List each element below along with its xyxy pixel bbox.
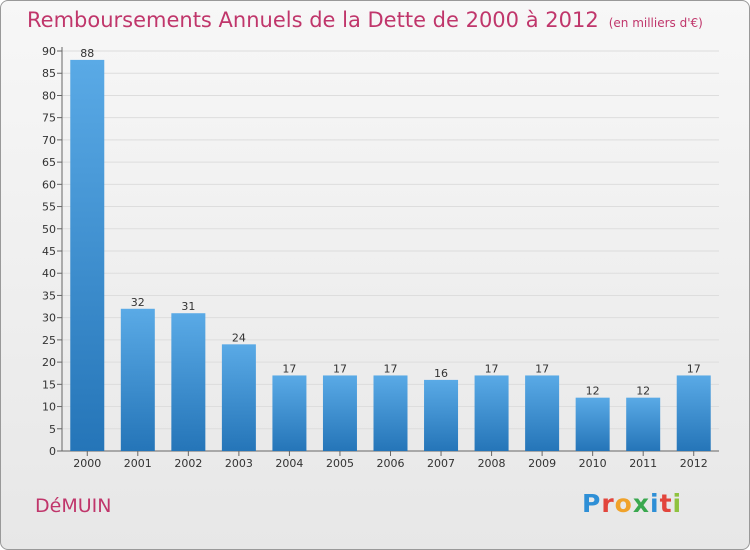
y-tick-label: 85	[42, 67, 56, 80]
x-tick-label: 2003	[225, 457, 253, 470]
bar	[373, 375, 408, 451]
bar	[424, 379, 459, 451]
bar	[575, 397, 610, 451]
y-tick-label: 10	[42, 401, 56, 414]
y-tick-label: 80	[42, 89, 56, 102]
title-text: Remboursements Annuels de la Dette de 20…	[27, 8, 599, 32]
y-tick-label: 35	[42, 289, 56, 302]
bar	[525, 375, 560, 451]
data-label: 17	[687, 362, 701, 375]
y-tick-label: 50	[42, 223, 56, 236]
y-tick-label: 90	[42, 45, 56, 58]
data-label: 12	[586, 385, 600, 398]
bar	[120, 308, 155, 451]
y-tick-label: 75	[42, 112, 56, 125]
bar	[272, 375, 307, 451]
x-tick-label: 2000	[73, 457, 101, 470]
bar	[171, 313, 206, 451]
bar	[676, 375, 711, 451]
logo-letter: i	[672, 489, 683, 518]
y-tick-label: 60	[42, 178, 56, 191]
y-tick-label: 40	[42, 267, 56, 280]
chart-subtitle: (en milliers d'€)	[608, 16, 703, 30]
x-tick-label: 2004	[275, 457, 303, 470]
bar	[70, 59, 105, 452]
commune-name: DéMUIN	[35, 495, 112, 517]
logo-letter: i	[650, 489, 660, 518]
x-tick-label: 2007	[427, 457, 455, 470]
logo-letter: r	[601, 489, 615, 518]
y-tick-label: 25	[42, 334, 56, 347]
bar	[221, 344, 256, 451]
data-label: 32	[131, 296, 145, 309]
data-label: 17	[485, 362, 499, 375]
y-tick-label: 20	[42, 356, 56, 369]
x-tick-label: 2002	[174, 457, 202, 470]
logo-letter: o	[614, 489, 633, 518]
logo-letter: P	[582, 489, 602, 518]
bar-layer: 88 32 31 24 17 17 17 16 17 17 12 12 17	[70, 47, 711, 452]
y-tick-label: 70	[42, 134, 56, 147]
chart-title: Remboursements Annuels de la Dette de 20…	[27, 8, 703, 32]
data-label: 17	[282, 362, 296, 375]
x-tick-label: 2009	[528, 457, 556, 470]
data-label: 17	[333, 362, 347, 375]
y-tick-label: 65	[42, 156, 56, 169]
data-label: 16	[434, 367, 448, 380]
y-tick-label: 15	[42, 378, 56, 391]
x-tick-label: 2006	[377, 457, 405, 470]
logo-letter: t	[659, 489, 673, 518]
data-label: 17	[535, 362, 549, 375]
x-tick-label: 2012	[680, 457, 708, 470]
x-tick-label: 2010	[579, 457, 607, 470]
data-label: 31	[181, 300, 195, 313]
y-tick-label: 30	[42, 312, 56, 325]
bar	[626, 397, 661, 451]
x-tick-label: 2005	[326, 457, 354, 470]
y-tick-label: 0	[49, 445, 56, 458]
data-label: 88	[80, 47, 94, 60]
data-label: 24	[232, 331, 246, 344]
y-tick-label: 5	[49, 423, 56, 436]
y-tick-label: 45	[42, 245, 56, 258]
x-tick-label: 2008	[478, 457, 506, 470]
x-tick-label: 2001	[124, 457, 152, 470]
x-tick-label: 2011	[629, 457, 657, 470]
y-tick-label: 55	[42, 201, 56, 214]
data-label: 17	[384, 362, 398, 375]
proxiti-logo: Proxiti	[582, 489, 682, 518]
data-label: 12	[636, 385, 650, 398]
logo-letter: x	[632, 489, 650, 518]
bar	[474, 375, 509, 451]
bar	[322, 375, 357, 451]
